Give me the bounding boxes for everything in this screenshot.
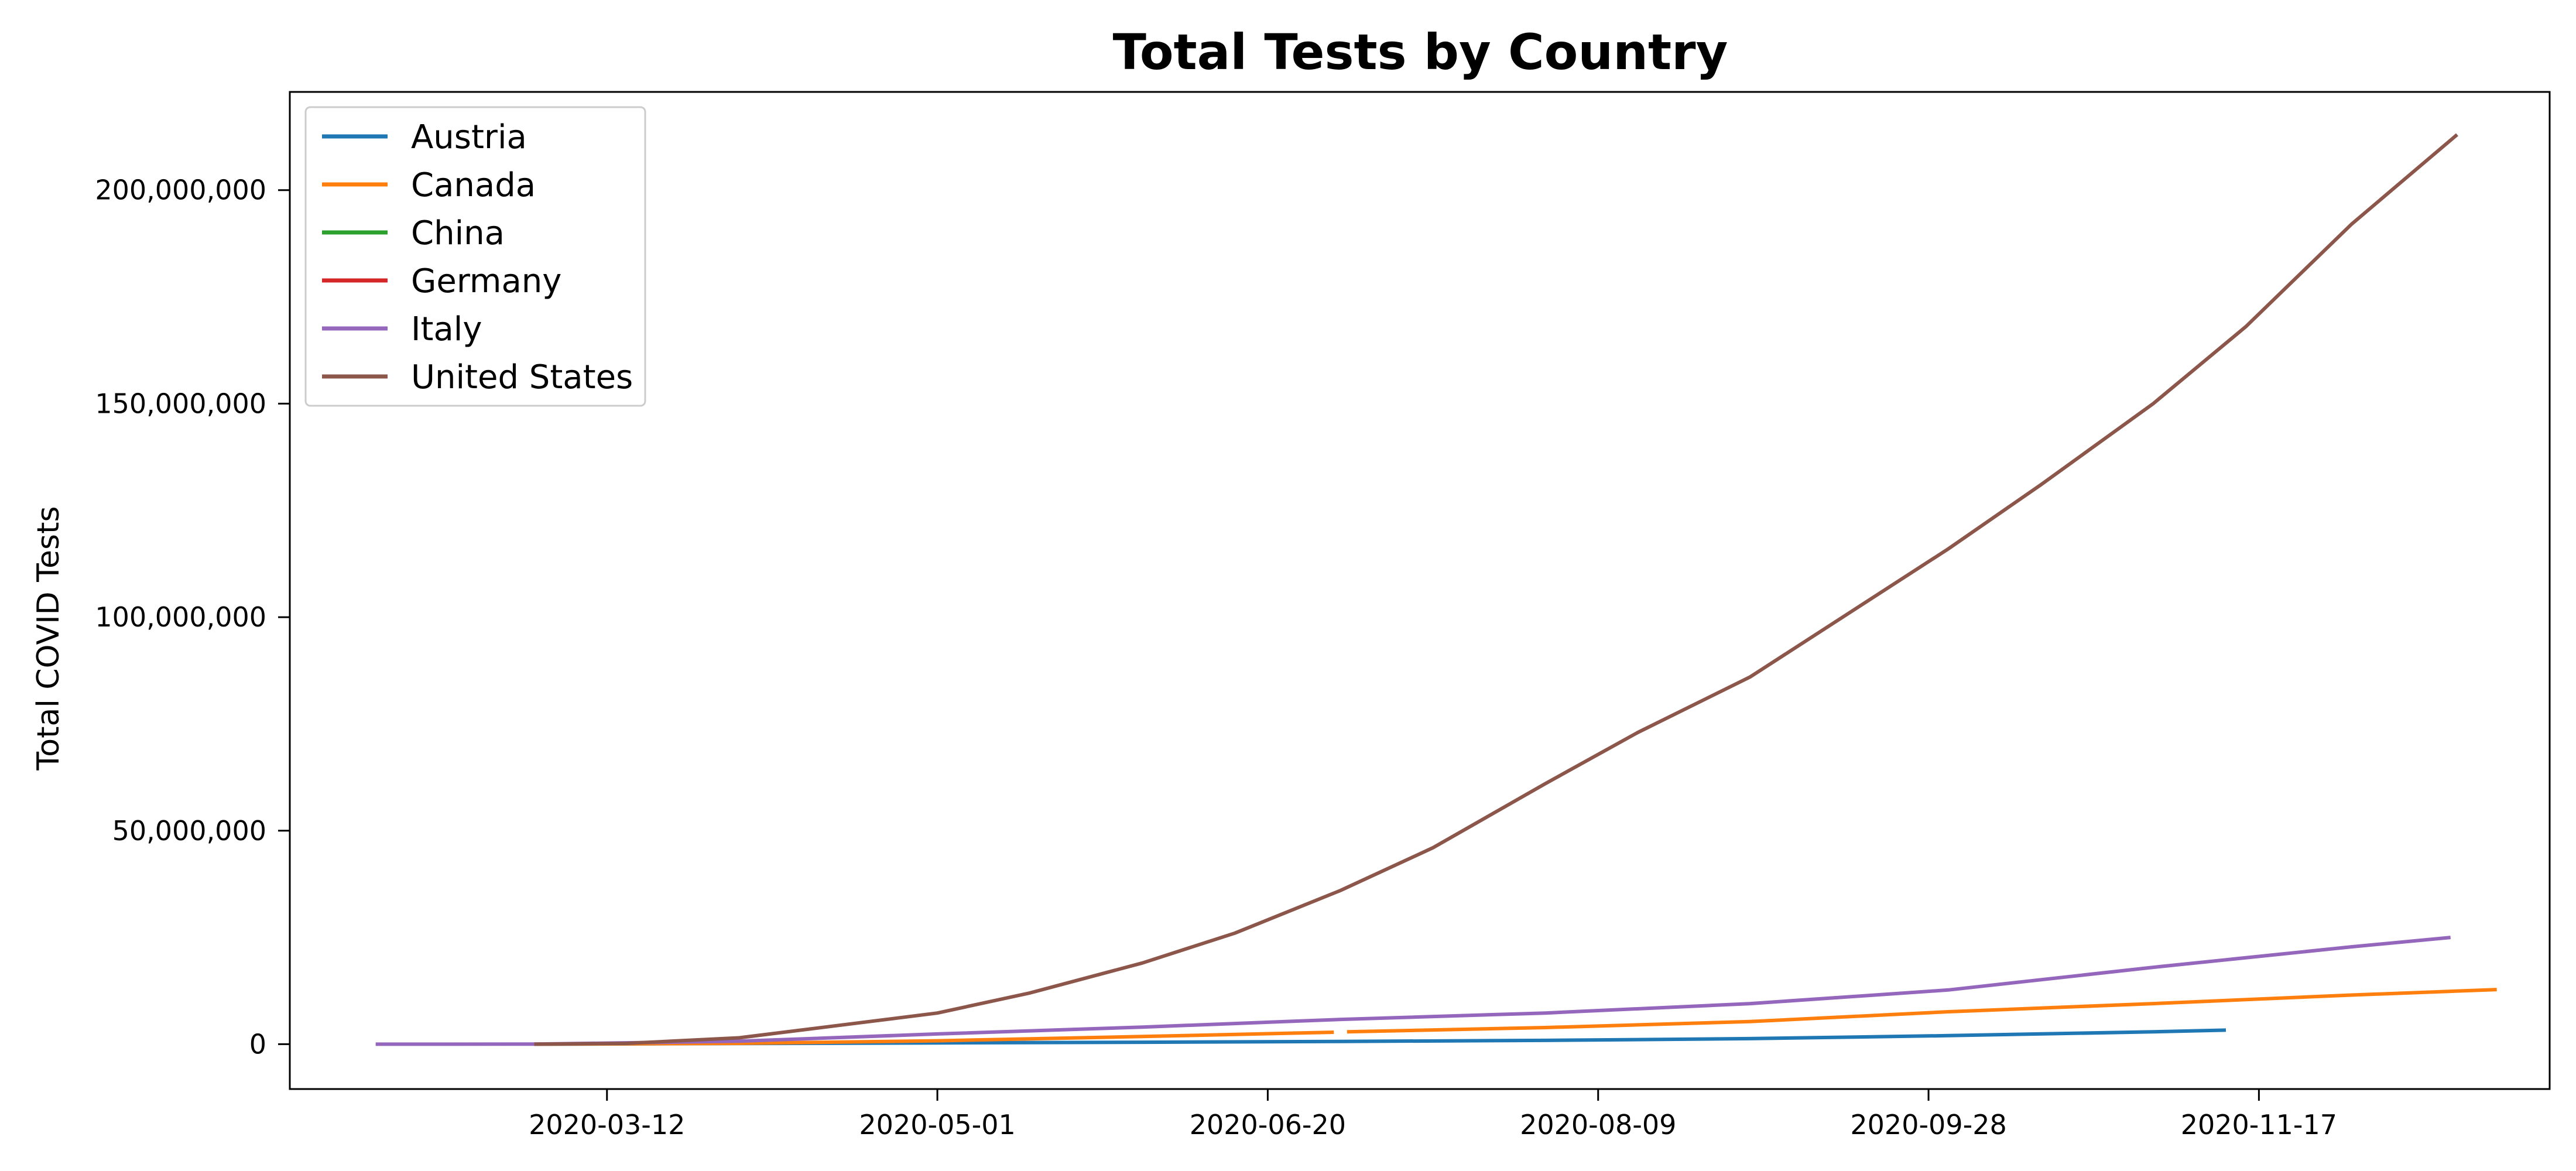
legend-label-austria: Austria (411, 118, 527, 156)
x-tick-label: 2020-09-28 (1850, 1109, 2006, 1141)
y-tick-label: 50,000,000 (112, 815, 266, 847)
series-line-united-states (534, 133, 2458, 1046)
legend-label-canada: Canada (411, 166, 536, 204)
x-tick-label: 2020-03-12 (529, 1109, 685, 1141)
series-line-canada-segment-2 (1347, 988, 2497, 1034)
y-tick-label: 200,000,000 (95, 174, 266, 206)
y-axis: 0 50,000,000 100,000,000 150,000,000 200,000… (95, 174, 290, 1060)
y-tick-label: 100,000,000 (95, 601, 266, 633)
legend-label-italy: Italy (411, 310, 482, 348)
legend-box (304, 106, 646, 407)
x-tick-label: 2020-11-17 (2181, 1109, 2337, 1141)
x-axis: 2020-03-12 2020-05-01 2020-06-20 2020-08-09… (529, 1089, 2337, 1141)
x-tick-label: 2020-05-01 (859, 1109, 1015, 1141)
y-tick-label: 150,000,000 (95, 388, 266, 419)
legend: Austria Canada China Germany Italy United Sta… (304, 106, 646, 407)
series-layer (375, 133, 2497, 1046)
x-tick-label: 2020-06-20 (1190, 1109, 1346, 1141)
legend-label-germany: Germany (411, 262, 561, 300)
y-tick-label: 0 (249, 1028, 266, 1060)
y-axis-label: Total COVID Tests (31, 506, 66, 771)
legend-label-united-states: United States (411, 358, 633, 396)
legend-label-china: China (411, 214, 505, 252)
x-tick-label: 2020-08-09 (1520, 1109, 1676, 1141)
chart-title: Total Tests by Country (1113, 23, 1728, 81)
series-line-italy (375, 936, 2451, 1046)
plot-frame (289, 91, 2551, 1090)
